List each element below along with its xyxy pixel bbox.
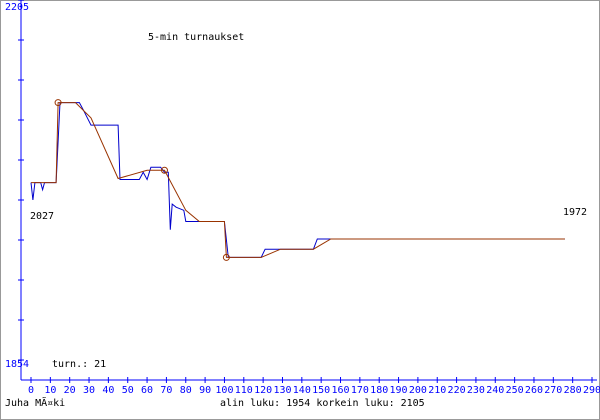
- marker: [54, 99, 62, 107]
- x-tick-label: 80: [180, 385, 192, 396]
- x-tick-label: 230: [467, 385, 485, 396]
- x-tick-label: 190: [390, 385, 408, 396]
- x-tick-label: 140: [293, 385, 311, 396]
- marker: [160, 166, 168, 174]
- x-tick-label: 20: [64, 385, 76, 396]
- end-label: 1972: [563, 207, 587, 218]
- x-tick-label: 90: [199, 385, 211, 396]
- author: Juha MÃ¤ki: [5, 396, 65, 409]
- summary: alin luku: 1954 korkein luku: 2105: [220, 398, 425, 409]
- x-tick-label: 210: [428, 385, 446, 396]
- x-tick-label: 260: [525, 385, 543, 396]
- x-tick-label: 280: [564, 385, 582, 396]
- y-tick-label: 1854: [5, 359, 29, 370]
- x-tick-label: 110: [235, 385, 253, 396]
- x-tick-label: 200: [409, 385, 427, 396]
- x-tick-label: 240: [486, 385, 504, 396]
- count-label: turn.: 21: [52, 359, 106, 370]
- x-tick-label: 160: [331, 385, 349, 396]
- x-tick-label: 100: [215, 385, 233, 396]
- x-tick-label: 170: [351, 385, 369, 396]
- x-tick-label: 250: [506, 385, 524, 396]
- series-line: [31, 102, 565, 258]
- x-tick-label: 130: [273, 385, 291, 396]
- x-tick-label: 30: [83, 385, 95, 396]
- x-tick-label: 120: [254, 385, 272, 396]
- x-tick-label: 70: [160, 385, 172, 396]
- x-tick-label: 150: [312, 385, 330, 396]
- x-tick-label: 220: [448, 385, 466, 396]
- x-tick-label: 10: [44, 385, 56, 396]
- x-tick-label: 0: [28, 385, 34, 396]
- x-tick-label: 180: [370, 385, 388, 396]
- x-tick-label: 40: [102, 385, 114, 396]
- chart-title: 5-min turnaukset: [148, 32, 244, 43]
- x-tick-label: 50: [122, 385, 134, 396]
- x-tick-label: 290: [583, 385, 600, 396]
- x-tick-label: 270: [544, 385, 562, 396]
- x-tick-label: 60: [141, 385, 153, 396]
- start-label: 2027: [30, 211, 54, 222]
- marker: [222, 253, 230, 261]
- y-tick-label: 2205: [5, 2, 29, 13]
